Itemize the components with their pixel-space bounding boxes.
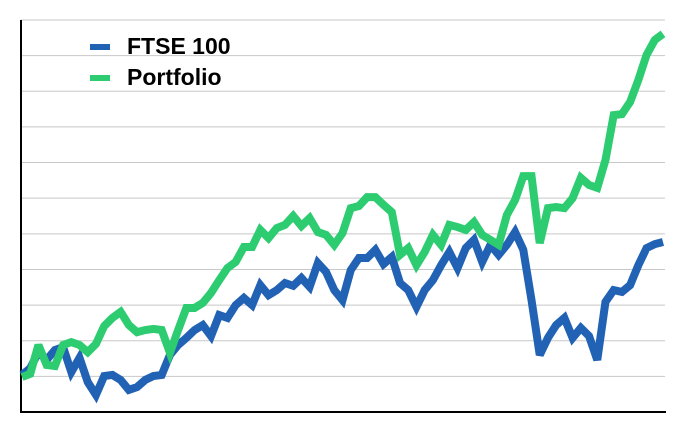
line-series xyxy=(20,30,666,381)
line-series xyxy=(19,223,665,404)
legend-label: FTSE 100 xyxy=(127,33,231,59)
legend-label: Portfolio xyxy=(127,64,222,90)
